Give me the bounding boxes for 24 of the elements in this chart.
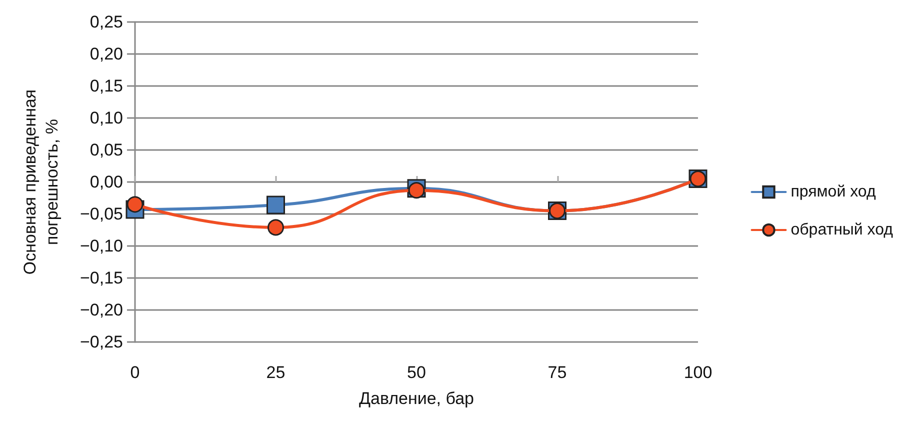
y-tick-label: 0,25 <box>90 12 123 32</box>
legend-label: обратный ход <box>790 222 894 238</box>
y-tick-label: −0,25 <box>80 332 123 352</box>
x-tick-label: 50 <box>407 363 426 382</box>
y-tick-label: 0,15 <box>90 76 123 96</box>
y-tick-label: −0,15 <box>80 268 123 288</box>
x-tick-label: 25 <box>266 363 286 382</box>
point <box>408 182 425 199</box>
x-tick-label: 100 <box>684 363 712 382</box>
legend-label: прямой ход <box>790 184 876 200</box>
point <box>266 196 285 214</box>
point <box>268 219 284 236</box>
y-tick-label: −0,05 <box>80 204 123 224</box>
y-tick-label: 0,00 <box>90 172 123 192</box>
y-tick-label: −0,20 <box>80 300 123 320</box>
y-tick-label: 0,05 <box>90 140 123 160</box>
x-tick-label: 0 <box>130 363 140 382</box>
x-axis-title: Давление, бар <box>358 389 474 408</box>
y-tick-label: 0,20 <box>90 44 123 64</box>
y-axis-title: Основная приведенная погрешность, % <box>20 89 62 275</box>
y-tick-label: −0,10 <box>80 236 123 256</box>
y-tick-label: 0,10 <box>90 108 123 128</box>
point <box>126 196 144 213</box>
x-tick-label: 75 <box>548 363 567 382</box>
